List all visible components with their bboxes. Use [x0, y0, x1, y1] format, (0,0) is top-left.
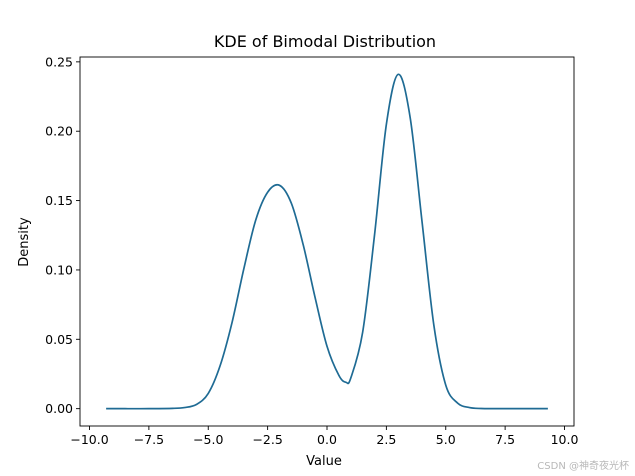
- y-axis-label: Density: [17, 217, 32, 267]
- x-axis-label: Value: [306, 454, 342, 469]
- y-tick-label: 0.10: [45, 262, 73, 277]
- y-tick-label: 0.20: [45, 124, 73, 139]
- x-tick-label: −7.5: [134, 432, 164, 447]
- watermark: CSDN @神奇夜光杯: [537, 461, 629, 472]
- x-tick-label: −2.5: [252, 432, 282, 447]
- x-tick-label: −5.0: [193, 432, 223, 447]
- x-tick-label: 10.0: [551, 432, 579, 447]
- y-tick-label: 0.00: [45, 401, 73, 416]
- x-tick-label: 0.0: [317, 432, 337, 447]
- x-tick-label: 2.5: [376, 432, 396, 447]
- chart-title: KDE of Bimodal Distribution: [214, 32, 436, 51]
- x-tick-label: 5.0: [436, 432, 456, 447]
- y-tick-label: 0.25: [45, 54, 73, 69]
- plot-area: −10.0 −7.5 −5.0 −2.5 0.0 2.5 5.0 7.5 10.0 0.00 0.0…: [45, 54, 578, 447]
- y-tick-label: 0.15: [45, 193, 73, 208]
- kde-line: [106, 73, 548, 410]
- y-tick-label: 0.05: [45, 332, 73, 347]
- x-tick-label: −10.0: [70, 432, 108, 447]
- plot-frame: [79, 56, 575, 427]
- x-tick-label: 7.5: [495, 432, 515, 447]
